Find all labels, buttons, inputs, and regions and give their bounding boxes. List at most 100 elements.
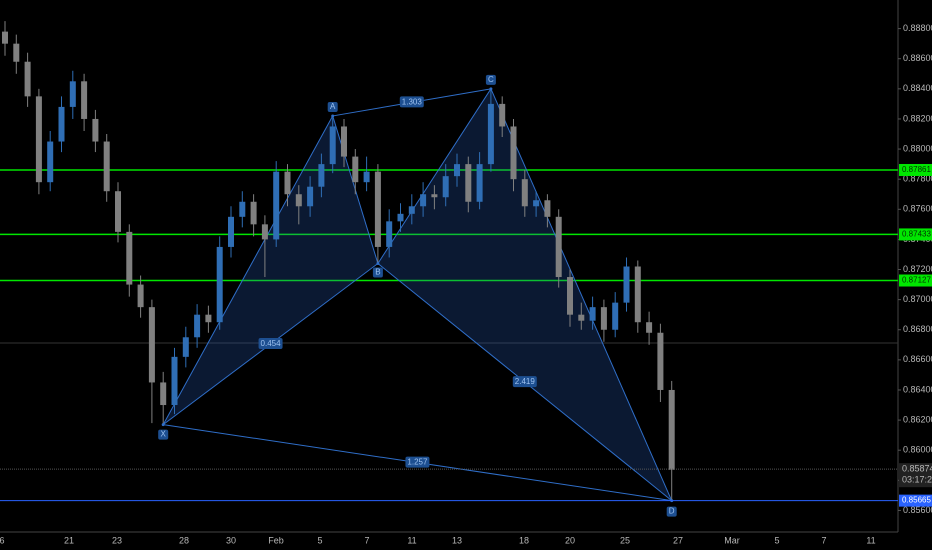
- low-label: 0.85665: [902, 496, 931, 505]
- level-tag: [899, 163, 932, 176]
- pattern-point: [376, 261, 380, 265]
- candle-body: [329, 126, 336, 165]
- low-tag: [899, 494, 932, 507]
- x-tick-label: 23: [112, 535, 122, 545]
- level-label: 0.87127: [902, 276, 931, 285]
- candle-body: [589, 307, 596, 321]
- x-tick-label: 11: [866, 535, 875, 545]
- candle-body: [634, 266, 641, 323]
- candle-body: [668, 389, 675, 470]
- ratio-tag: [512, 376, 537, 388]
- candle-body: [295, 194, 302, 207]
- ratio-tag: [405, 456, 430, 468]
- x-tick-label: 20: [565, 535, 575, 545]
- pattern-point-label: D: [669, 507, 675, 516]
- ratio-label: 0.454: [261, 339, 282, 348]
- pattern-point-label: C: [488, 75, 494, 84]
- candle-body: [363, 171, 370, 183]
- last-price-tag: [899, 463, 932, 488]
- pattern-point-tag: [666, 506, 677, 517]
- candle-body: [431, 194, 438, 198]
- ratio-label: 1.303: [402, 97, 423, 106]
- candle-body: [216, 246, 223, 323]
- level-tag: [899, 228, 932, 241]
- candle-body: [92, 118, 99, 142]
- pattern-point-label: B: [375, 268, 380, 277]
- candle-body: [499, 103, 506, 127]
- candle-body: [487, 103, 494, 165]
- candle-body: [555, 216, 562, 278]
- x-tick-label: 6: [0, 535, 5, 545]
- candle-body: [239, 201, 246, 217]
- candle-body: [465, 164, 472, 202]
- candle-body: [567, 277, 573, 315]
- x-tick-label: 5: [774, 535, 779, 545]
- candle-body: [442, 176, 449, 198]
- x-tick-label: 5: [317, 535, 322, 545]
- candle-body: [35, 96, 42, 183]
- candle-body: [24, 61, 31, 97]
- candle-body: [420, 194, 427, 207]
- candle-body: [408, 206, 415, 214]
- candle-body: [261, 224, 268, 240]
- x-tick-label: 21: [64, 535, 74, 545]
- candle-body: [69, 81, 76, 107]
- candle-body: [386, 221, 393, 247]
- candle-body: [115, 191, 121, 232]
- candle-body: [47, 141, 54, 183]
- candle-body: [318, 164, 325, 187]
- x-tick-label: 13: [452, 535, 462, 545]
- candle-body: [600, 307, 607, 330]
- candle-body: [397, 213, 404, 222]
- last-price-label: 0.85874: [902, 464, 932, 474]
- candle-body: [13, 43, 20, 62]
- x-tick-label: Mar: [724, 535, 740, 545]
- x-tick-label: Feb: [268, 535, 284, 545]
- candle-body: [510, 126, 517, 180]
- candle-body: [352, 156, 359, 183]
- candle-body: [58, 106, 65, 142]
- candle-body: [103, 141, 110, 192]
- x-tick-label: 30: [226, 535, 236, 545]
- candle-body: [182, 337, 189, 357]
- candle-body: [544, 200, 551, 217]
- candle-body: [612, 302, 619, 330]
- candle-body: [81, 81, 88, 119]
- x-tick-label: 7: [364, 535, 369, 545]
- pattern-point: [489, 87, 493, 91]
- candle-body: [228, 216, 234, 247]
- candle-body: [374, 171, 381, 247]
- ratio-tag: [399, 96, 424, 108]
- candle-body: [476, 164, 483, 202]
- x-tick-label: 25: [620, 535, 630, 545]
- pattern-point-tag: [485, 74, 496, 85]
- candle-body: [646, 322, 653, 333]
- countdown: 03:17:29: [902, 475, 932, 485]
- candle-body: [194, 314, 201, 338]
- level-label: 0.87433: [902, 230, 931, 239]
- pattern-point: [331, 114, 335, 118]
- x-tick-label: 28: [179, 535, 189, 545]
- candle-body: [623, 266, 630, 303]
- candle-body: [126, 231, 133, 285]
- candle-body: [205, 314, 212, 323]
- pattern-point-tag: [372, 267, 383, 278]
- candle-body: [657, 332, 664, 390]
- ratio-label: 1.257: [407, 458, 428, 467]
- pattern-point-label: X: [161, 430, 167, 439]
- x-tick-label: 7: [821, 535, 826, 545]
- level-tag: [899, 274, 932, 287]
- x-tick-label: 11: [407, 535, 416, 545]
